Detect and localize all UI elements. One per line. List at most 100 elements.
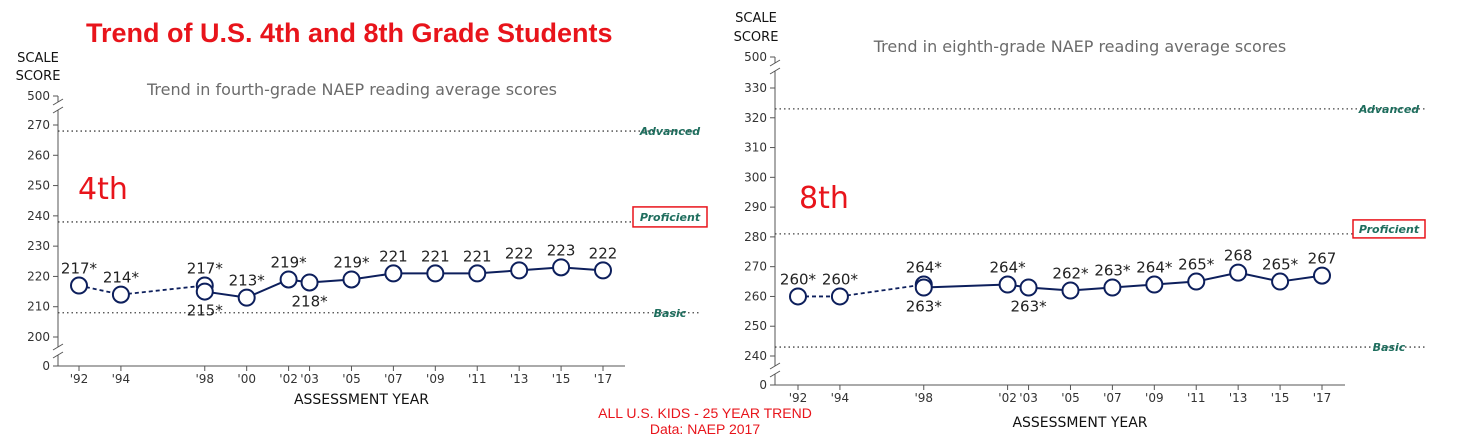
y-tick-label: 270 [744,260,767,274]
footer-source-label: Data: NAEP 2017 [649,421,761,437]
data-label: 219* [271,253,308,271]
data-point [279,270,298,289]
data-point [1187,272,1206,291]
x-tick-label: '05 [342,372,361,386]
data-point [111,285,130,304]
achievement-level-label: Basic [1373,341,1406,354]
data-point [195,282,214,301]
data-label: 217* [187,260,224,278]
x-tick-label: '02 [279,372,298,386]
grade-label: 4th [78,172,128,207]
data-label: 264* [990,259,1027,277]
axis-break-mark [52,343,64,351]
axis-break-mark [769,59,781,67]
data-point [789,287,807,306]
data-point [70,276,88,295]
x-tick-label: '02 [998,391,1017,405]
data-point [1145,275,1164,294]
data-point [384,264,403,283]
y-tick-label: 210 [27,300,50,314]
fourth-grade-chart: Trend in fourth-grade NAEP reading avera… [16,51,708,408]
y-tick-label: 0 [42,359,50,373]
data-label: 223 [547,241,576,259]
x-tick-label: '09 [426,372,445,386]
x-tick-label: '98 [914,391,933,405]
data-label: 260* [822,270,859,288]
data-point [510,261,529,280]
x-tick-label: '11 [1187,391,1206,405]
axis-break-mark [769,67,781,75]
data-label: 263* [906,298,943,316]
x-tick-label: '15 [1271,391,1290,405]
data-label: 217* [61,260,98,278]
data-label: 265* [1262,256,1299,274]
x-tick-label: '09 [1145,391,1164,405]
axis-break-mark [769,362,781,370]
x-tick-label: '15 [552,372,571,386]
axis-break-mark [52,351,64,359]
x-tick-label: '94 [831,391,850,405]
y-tick-label: 260 [744,289,767,303]
data-point [1271,272,1290,291]
series-solid-segment [923,283,1008,289]
achievement-level-label: Proficient [1359,223,1420,236]
y-tick-label: 310 [744,141,767,155]
grade-label: 8th [799,181,849,216]
data-label: 213* [229,272,266,290]
x-tick-label: '92 [70,372,89,386]
data-point [594,261,612,280]
y-axis-label-line2: SCORE [16,69,61,84]
y-tick-label: 0 [759,378,767,392]
data-point [1229,263,1248,282]
y-tick-label: 320 [744,111,767,125]
data-label: 263* [1094,262,1131,280]
x-tick-label: '17 [594,372,613,386]
data-point [914,278,933,297]
x-tick-label: '94 [112,372,131,386]
data-point [342,270,361,289]
x-tick-label: '13 [1229,391,1248,405]
data-point [1313,266,1331,285]
data-label: 221 [379,247,408,265]
x-tick-label: '07 [1103,391,1122,405]
data-label: 222 [589,244,618,262]
y-tick-label: 240 [27,209,50,223]
data-point [237,288,256,307]
data-label: 215* [187,302,224,320]
y-tick-label: 500 [27,89,50,103]
achievement-level-label: Proficient [640,211,701,224]
x-axis-label: ASSESSMENT YEAR [1012,415,1147,431]
proficient-highlight-box [1352,219,1426,239]
data-point [998,275,1017,294]
x-tick-label: '05 [1061,391,1080,405]
chart-title: Trend in eighth-grade NAEP reading avera… [873,37,1286,56]
achievement-level-label: Advanced [639,125,700,138]
x-tick-label: '13 [510,372,529,386]
data-label: 265* [1178,256,1215,274]
data-label: 262* [1052,264,1089,282]
data-point [468,264,487,283]
x-tick-label: '00 [237,372,256,386]
x-tick-label: '11 [468,372,487,386]
series-dashed-segment [120,284,205,296]
proficient-highlight-box [632,206,708,228]
data-label: 214* [103,269,140,287]
y-axis-label-line1: SCALE [17,51,59,66]
data-point [1103,278,1122,297]
y-tick-label: 500 [744,50,767,64]
y-tick-label: 280 [744,230,767,244]
footer: ALL U.S. KIDS - 25 YEAR TREND Data: NAEP… [560,405,850,437]
data-label: 260* [780,270,817,288]
data-label: 264* [906,259,943,277]
axis-break-mark [769,370,781,378]
x-axis-label: ASSESSMENT YEAR [294,392,429,408]
data-label: 268 [1224,247,1253,265]
data-label: 221 [463,247,492,265]
achievement-level-label: Advanced [1358,103,1419,116]
x-tick-label: '98 [195,372,214,386]
data-label: 221 [421,247,450,265]
chart-title: Trend in fourth-grade NAEP reading avera… [146,80,557,99]
y-tick-label: 330 [744,81,767,95]
data-label: 264* [1136,259,1173,277]
x-tick-label: '03 [1019,391,1038,405]
